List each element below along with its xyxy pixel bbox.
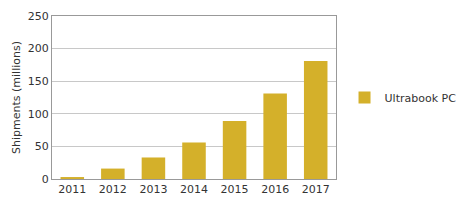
svg-text:2016: 2016 (261, 183, 289, 196)
svg-text:50: 50 (35, 140, 49, 153)
svg-text:100: 100 (28, 108, 49, 121)
svg-text:2012: 2012 (99, 183, 127, 196)
svg-text:Shipments (millions): Shipments (millions) (10, 41, 23, 154)
svg-text:2017: 2017 (302, 183, 330, 196)
svg-text:200: 200 (28, 42, 49, 55)
svg-text:Ultrabook PC: Ultrabook PC (385, 92, 457, 105)
svg-text:150: 150 (28, 75, 49, 88)
svg-text:0: 0 (42, 173, 49, 186)
svg-text:2013: 2013 (139, 183, 167, 196)
svg-text:2015: 2015 (221, 183, 249, 196)
svg-text:2011: 2011 (58, 183, 86, 196)
svg-text:2014: 2014 (180, 183, 208, 196)
svg-text:250: 250 (28, 10, 49, 23)
